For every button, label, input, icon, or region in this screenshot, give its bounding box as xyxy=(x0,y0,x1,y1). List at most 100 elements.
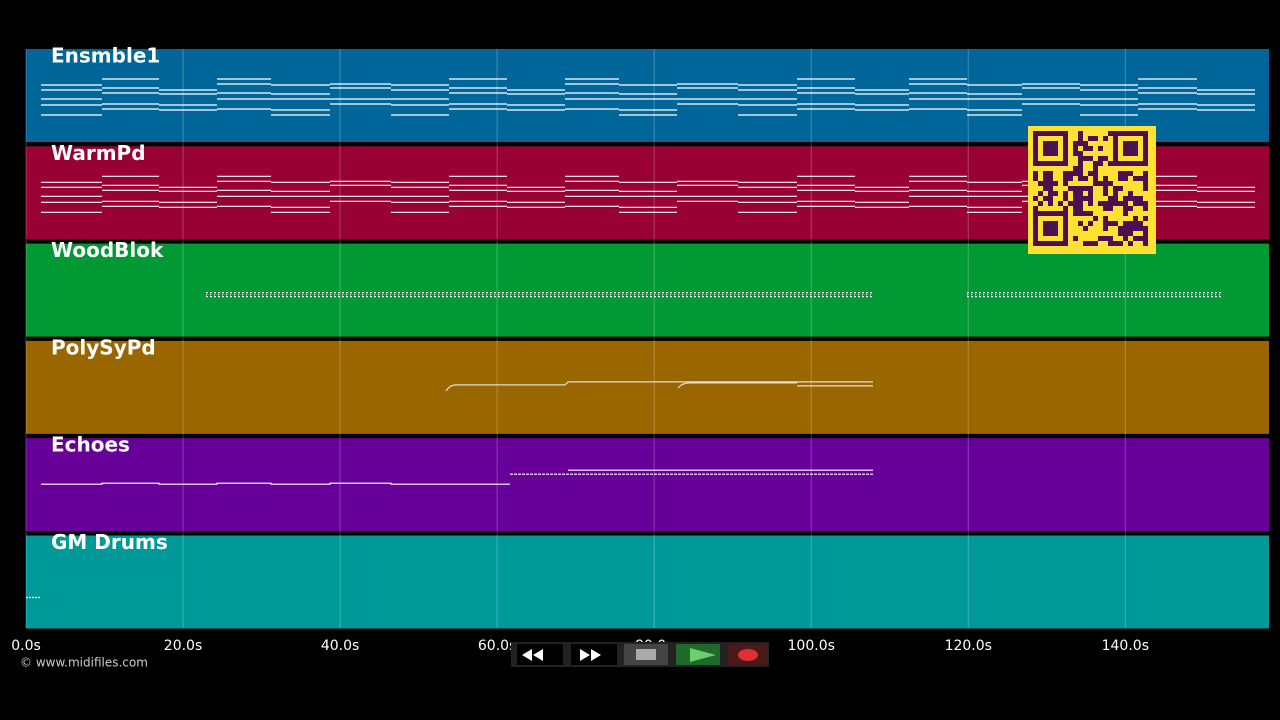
qr-cell xyxy=(1063,221,1068,226)
qr-cell xyxy=(1138,131,1143,136)
qr-cell xyxy=(1128,151,1133,156)
qr-cell xyxy=(1073,171,1078,176)
stop-button[interactable] xyxy=(624,644,668,665)
qr-cell xyxy=(1118,201,1123,206)
qr-cell xyxy=(1043,146,1048,151)
qr-cell xyxy=(1123,196,1128,201)
qr-cell xyxy=(1078,206,1083,211)
qr-cell xyxy=(1108,181,1113,186)
qr-cell xyxy=(1073,196,1078,201)
qr-cell xyxy=(1128,141,1133,146)
track-lane xyxy=(26,535,1269,629)
qr-cell xyxy=(1063,196,1068,201)
qr-cell xyxy=(1033,161,1038,166)
qr-cell xyxy=(1113,221,1118,226)
qr-cell xyxy=(1123,226,1128,231)
qr-cell xyxy=(1078,166,1083,171)
play-button[interactable] xyxy=(676,644,720,665)
qr-cell xyxy=(1063,206,1068,211)
qr-cell xyxy=(1033,196,1038,201)
qr-cell xyxy=(1038,201,1043,206)
transport-controls xyxy=(511,642,769,667)
qr-cell xyxy=(1143,226,1148,231)
qr-cell xyxy=(1143,206,1148,211)
qr-cell xyxy=(1063,141,1068,146)
qr-cell xyxy=(1033,211,1038,216)
qr-cell xyxy=(1053,146,1058,151)
qr-cell xyxy=(1098,146,1103,151)
qr-cell xyxy=(1113,151,1118,156)
qr-cell xyxy=(1078,131,1083,136)
qr-cell xyxy=(1078,196,1083,201)
tick-label: 100.0s xyxy=(788,638,835,654)
tick-label: 40.0s xyxy=(321,638,359,654)
forward-button[interactable] xyxy=(571,644,617,665)
qr-code xyxy=(1028,126,1156,254)
qr-cell xyxy=(1143,241,1148,246)
qr-cell xyxy=(1118,171,1123,176)
qr-cell xyxy=(1108,221,1113,226)
rewind-button[interactable] xyxy=(517,644,563,665)
qr-cell xyxy=(1103,236,1108,241)
qr-cell xyxy=(1143,181,1148,186)
qr-cell xyxy=(1043,226,1048,231)
qr-cell xyxy=(1108,206,1113,211)
tick-label: 140.0s xyxy=(1102,638,1149,654)
qr-cell xyxy=(1143,186,1148,191)
qr-cell xyxy=(1128,146,1133,151)
qr-cell xyxy=(1068,171,1073,176)
qr-cell xyxy=(1113,161,1118,166)
qr-cell xyxy=(1123,146,1128,151)
qr-cell xyxy=(1078,171,1083,176)
qr-cell xyxy=(1103,201,1108,206)
qr-cell xyxy=(1043,171,1048,176)
forward-icon xyxy=(580,649,601,661)
qr-cell xyxy=(1073,191,1078,196)
qr-cell xyxy=(1088,186,1093,191)
tick-label: 20.0s xyxy=(164,638,202,654)
qr-cell xyxy=(1093,176,1098,181)
record-button[interactable] xyxy=(728,644,768,665)
qr-cell xyxy=(1073,141,1078,146)
qr-cell xyxy=(1088,221,1093,226)
qr-cell xyxy=(1078,186,1083,191)
qr-cell xyxy=(1098,181,1103,186)
qr-cell xyxy=(1113,146,1118,151)
qr-cell xyxy=(1118,131,1123,136)
track-name: PolySyPd xyxy=(51,335,156,359)
qr-cell xyxy=(1078,141,1083,146)
qr-cell xyxy=(1073,151,1078,156)
qr-cell xyxy=(1048,176,1053,181)
qr-cell xyxy=(1058,161,1063,166)
qr-cell xyxy=(1033,171,1038,176)
qr-cell xyxy=(1043,211,1048,216)
record-icon xyxy=(738,649,758,661)
qr-cell xyxy=(1103,181,1108,186)
qr-cell xyxy=(1123,161,1128,166)
qr-cell xyxy=(1048,181,1053,186)
qr-cell xyxy=(1143,156,1148,161)
qr-cell xyxy=(1048,146,1053,151)
qr-cell xyxy=(1063,226,1068,231)
qr-cell xyxy=(1043,186,1048,191)
qr-cell xyxy=(1118,241,1123,246)
qr-cell xyxy=(1113,131,1118,136)
qr-cell xyxy=(1073,211,1078,216)
qr-cell xyxy=(1048,231,1053,236)
qr-cell xyxy=(1053,221,1058,226)
qr-cell xyxy=(1123,151,1128,156)
qr-cell xyxy=(1138,161,1143,166)
qr-cell xyxy=(1118,186,1123,191)
qr-cell xyxy=(1098,156,1103,161)
qr-cell xyxy=(1063,151,1068,156)
track-name: WoodBlok xyxy=(51,238,164,262)
qr-cell xyxy=(1048,161,1053,166)
qr-cell xyxy=(1088,156,1093,161)
qr-cell xyxy=(1128,226,1133,231)
qr-cell xyxy=(1143,216,1148,221)
qr-cell xyxy=(1053,181,1058,186)
copyright: © www.midifiles.com xyxy=(20,656,148,670)
qr-cell xyxy=(1098,201,1103,206)
qr-cell xyxy=(1143,201,1148,206)
qr-cell xyxy=(1123,236,1128,241)
